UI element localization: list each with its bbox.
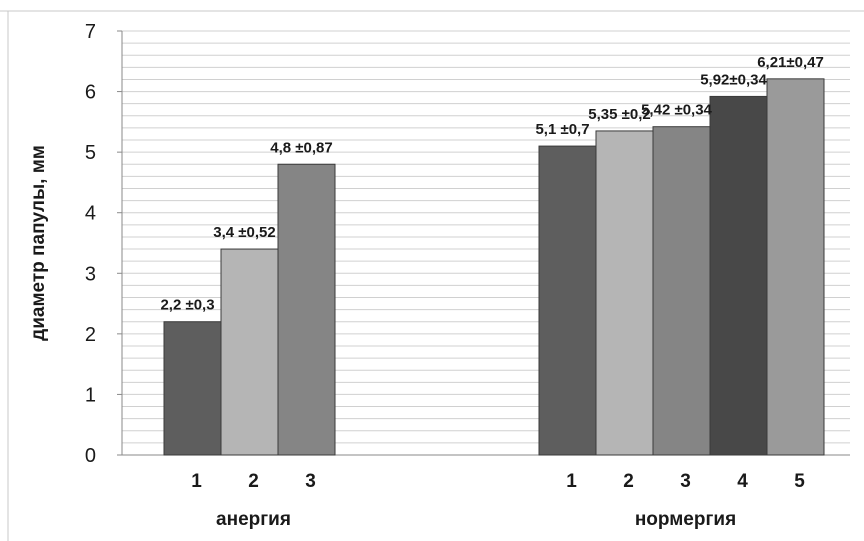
x-tick-label: 4 xyxy=(737,471,748,492)
data-label: 4,8 ±0,87 xyxy=(270,139,332,156)
x-tick-label: 1 xyxy=(191,471,202,492)
data-label: 3,4 ±0,52 xyxy=(213,224,275,241)
x-tick-label: 3 xyxy=(680,471,691,492)
data-label: 5,35 ±0,2 xyxy=(588,106,650,123)
y-tick-label: 4 xyxy=(85,203,96,225)
x-tick-label: 2 xyxy=(248,471,259,492)
bar xyxy=(220,248,279,456)
x-tick-label: 5 xyxy=(794,471,805,492)
y-tick-label: 6 xyxy=(85,82,96,104)
bars xyxy=(163,78,825,456)
bar xyxy=(277,163,336,456)
data-labels: 2,2 ±0,3 3,4 ±0,52 4,8 ±0,87 5,1 ±0,75,35 ±… xyxy=(160,54,823,314)
y-tick-label: 1 xyxy=(85,384,96,406)
category-labels: 1 2 3 анергия 1 2 3 4 5 нормергия xyxy=(191,471,805,530)
bar xyxy=(538,145,597,456)
bar xyxy=(595,130,654,456)
y-tick-label: 3 xyxy=(85,263,96,285)
y-tick-label: 0 xyxy=(85,445,96,467)
data-label: 6,21±0,47 xyxy=(757,54,824,71)
y-axis-label: диаметр папулы, мм xyxy=(28,145,49,341)
data-label: 2,2 ±0,3 xyxy=(160,297,214,314)
data-label: 5,42 ±0,34 xyxy=(641,102,712,119)
bar xyxy=(766,78,825,456)
y-tick-label: 2 xyxy=(85,324,96,346)
chart-frame xyxy=(0,10,864,541)
bar xyxy=(163,321,222,456)
x-tick-label: 1 xyxy=(566,471,577,492)
bar xyxy=(652,126,711,456)
y-tick-label: 7 xyxy=(85,21,96,43)
y-tick-label: 5 xyxy=(85,142,96,164)
data-label: 5,1 ±0,7 xyxy=(535,121,589,138)
group-label: анергия xyxy=(216,509,291,530)
x-tick-label: 2 xyxy=(623,471,634,492)
x-tick-label: 3 xyxy=(305,471,316,492)
data-label: 5,92±0,34 xyxy=(700,71,767,88)
bar xyxy=(709,95,768,456)
group-label: нормергия xyxy=(635,509,736,530)
